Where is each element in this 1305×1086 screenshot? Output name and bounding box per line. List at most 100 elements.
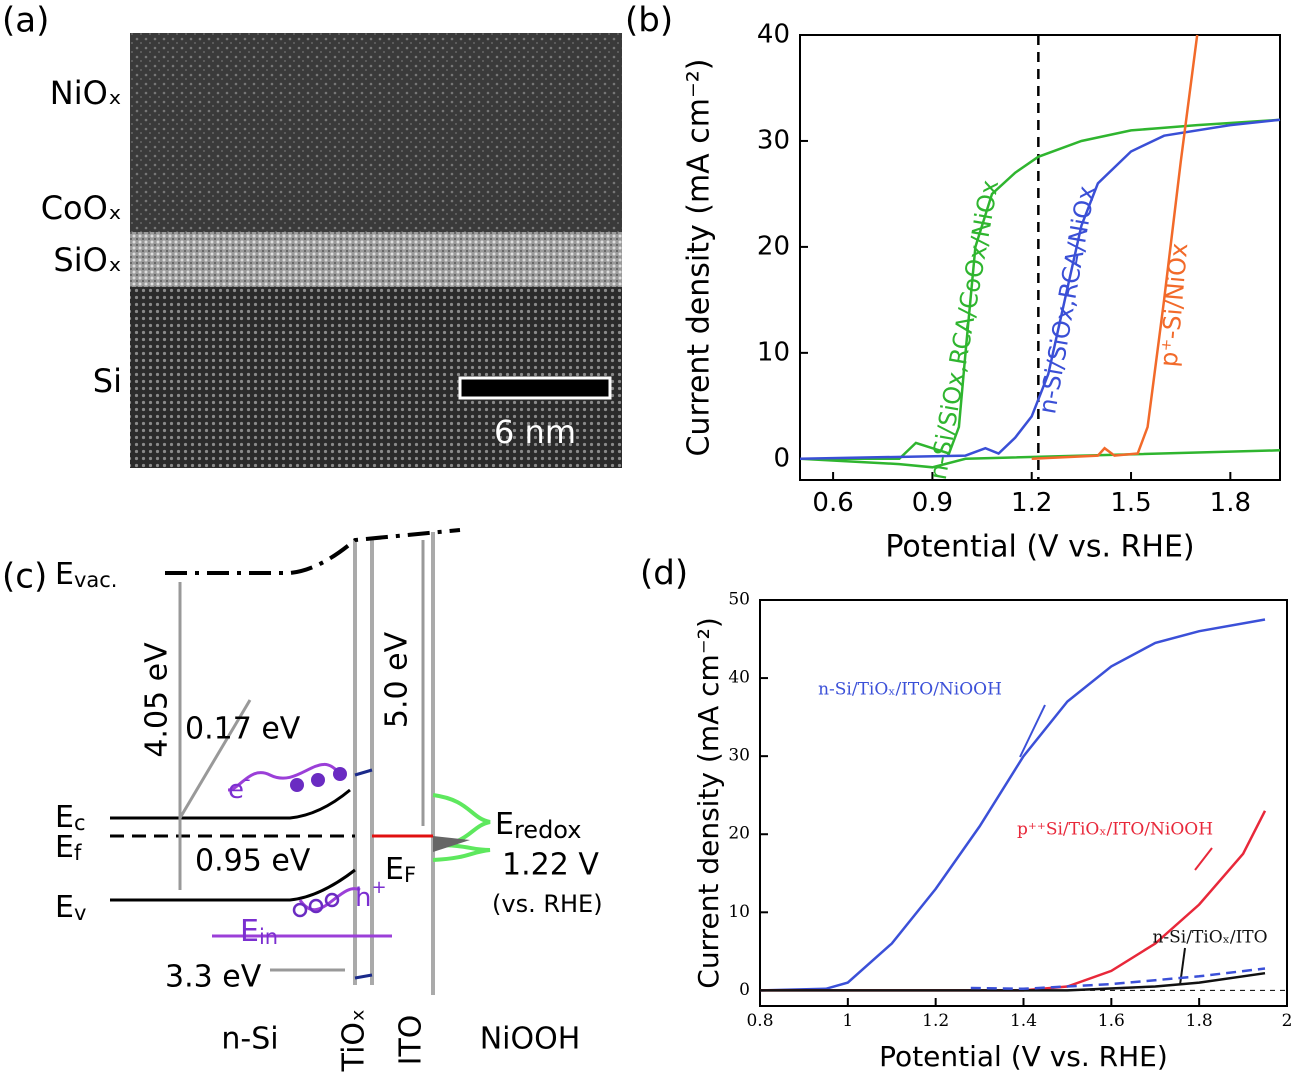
y-axis-label: Current density (mA cm⁻²) (682, 58, 717, 456)
series-label: n-Si/SiOx,RCA/NiOx (1033, 184, 1101, 416)
label-sub: f (74, 841, 82, 865)
y-tick-label: 30 (757, 125, 790, 155)
x-tick-label: 0.6 (812, 488, 853, 518)
label-main: e (228, 775, 244, 805)
oxide-region (130, 33, 622, 238)
y-tick-label: 20 (757, 231, 790, 261)
series-label: p⁺-Si/NiOx (1155, 242, 1194, 368)
x-tick-label: 2 (1282, 1011, 1293, 1031)
series-line (799, 118, 1281, 461)
series-line (1031, 34, 1199, 461)
energy-label: 4.05 eV (140, 642, 175, 758)
plot-frame (799, 34, 1281, 481)
vacuum-level (165, 528, 461, 575)
energy-label: 5.0 eV (380, 631, 415, 728)
label-arrow (1194, 847, 1213, 871)
layer-label: CoOₓ (41, 189, 122, 227)
x-tick-label: 1.2 (1011, 488, 1052, 518)
x-axis-label: Potential (V vs. RHE) (879, 1040, 1168, 1073)
x-tick-label: 1.4 (1010, 1011, 1037, 1031)
panel-label: (a) (2, 1, 49, 41)
carriers (290, 767, 347, 792)
label-sup: + (371, 877, 386, 898)
layer-label: SiOₓ (53, 241, 122, 279)
y-tick-label: 10 (757, 337, 790, 367)
valence-label: Ev (55, 890, 86, 926)
label-sub: vac. (74, 568, 118, 592)
label-arrow (1179, 947, 1186, 986)
band-diagram: Evac. Ec Ef Ev Ein EF Eredox e- h+ 4.05 … (55, 528, 603, 1073)
x-tick-label: 1 (842, 1011, 853, 1031)
x-tick-label: 1.6 (1098, 1011, 1125, 1031)
energy-label: 3.3 eV (165, 960, 262, 995)
siox-band (130, 232, 622, 287)
series-line (799, 118, 1281, 469)
label-main: E (240, 914, 259, 949)
y-tick-label: 40 (757, 20, 790, 50)
label-main: E (495, 807, 514, 842)
layer-label: TiOₓ (337, 1009, 372, 1073)
scale-bar (458, 376, 612, 400)
label-sub: F (404, 863, 416, 887)
panel-label: (d) (640, 554, 688, 594)
conduction-label: Ec (55, 800, 86, 836)
valence-band (110, 868, 356, 902)
label-main: E (55, 890, 74, 925)
tiox-cb (354, 768, 373, 777)
incident-label: Ein (240, 914, 278, 950)
hole-label: h+ (355, 877, 387, 913)
vacuum-label: Evac. (55, 557, 118, 593)
x-tick-label: 1.8 (1210, 488, 1251, 518)
series-label: n-Si/SiOx,RCA/CoOx/NiOx (924, 178, 1004, 482)
redox-label: Eredox (495, 807, 581, 845)
x-tick-label: 1.5 (1110, 488, 1151, 518)
layer-label: Si (93, 362, 122, 400)
y-axis-label: Current density (mA cm⁻²) (692, 617, 725, 988)
layer-label: ITO (394, 1015, 429, 1066)
conduction-band (110, 788, 351, 820)
x-tick-label: 0.9 (912, 488, 953, 518)
x-axis-label: Potential (V vs. RHE) (885, 530, 1194, 565)
series-label: n-Si/TiOₓ/ITO/NiOOH (818, 680, 1002, 700)
y-tick-label: 0 (773, 443, 790, 473)
filled-states (433, 836, 470, 852)
holes (292, 892, 340, 918)
layer-label: NiOOH (480, 1022, 581, 1057)
energy-label: 0.95 eV (195, 844, 311, 879)
energy-arrows (178, 540, 425, 972)
series-line (760, 971, 1266, 992)
x-tick-label: 1.2 (922, 1011, 949, 1031)
label-arrow (1019, 704, 1046, 758)
label-main: E (55, 557, 74, 592)
electron-label: e- (228, 769, 251, 805)
y-tick-label: 0 (739, 980, 750, 1000)
scale-label: 6 nm (494, 413, 576, 451)
label-sub: redox (514, 816, 582, 844)
y-tick-label: 30 (728, 746, 750, 766)
layer-label: n-Si (221, 1022, 278, 1057)
panel-label: (b) (625, 1, 673, 41)
x-tick-label: 0.8 (746, 1011, 773, 1031)
y-tick-label: 50 (728, 590, 750, 610)
label-sub: v (74, 901, 86, 925)
micrograph: 6 nm NiOₓ CoOₓ SiOₓ Si (41, 33, 622, 468)
energy-label: 1.22 V (502, 848, 599, 883)
y-tick-label: 10 (728, 902, 750, 922)
redox-dos (432, 793, 491, 862)
reference-label: (vs. RHE) (492, 890, 603, 918)
panel-labels: (a) (b) (c) (d) (2, 1, 688, 597)
label-sub: c (74, 811, 86, 835)
label-main: E (385, 852, 404, 887)
label-main: E (55, 800, 74, 835)
y-tick-label: 20 (728, 824, 750, 844)
fermi-label: Ef (55, 830, 82, 866)
label-sub: in (259, 925, 278, 949)
panel-label: (c) (2, 557, 47, 597)
label-main: E (55, 830, 74, 865)
x-tick-label: 1.8 (1186, 1011, 1213, 1031)
series-label: n-Si/TiOₓ/ITO (1152, 928, 1267, 948)
label-sup: - (244, 769, 251, 790)
ito-fermi-label: EF (385, 852, 416, 888)
series-label: p⁺⁺Si/TiOₓ/ITO/NiOOH (1017, 820, 1213, 840)
